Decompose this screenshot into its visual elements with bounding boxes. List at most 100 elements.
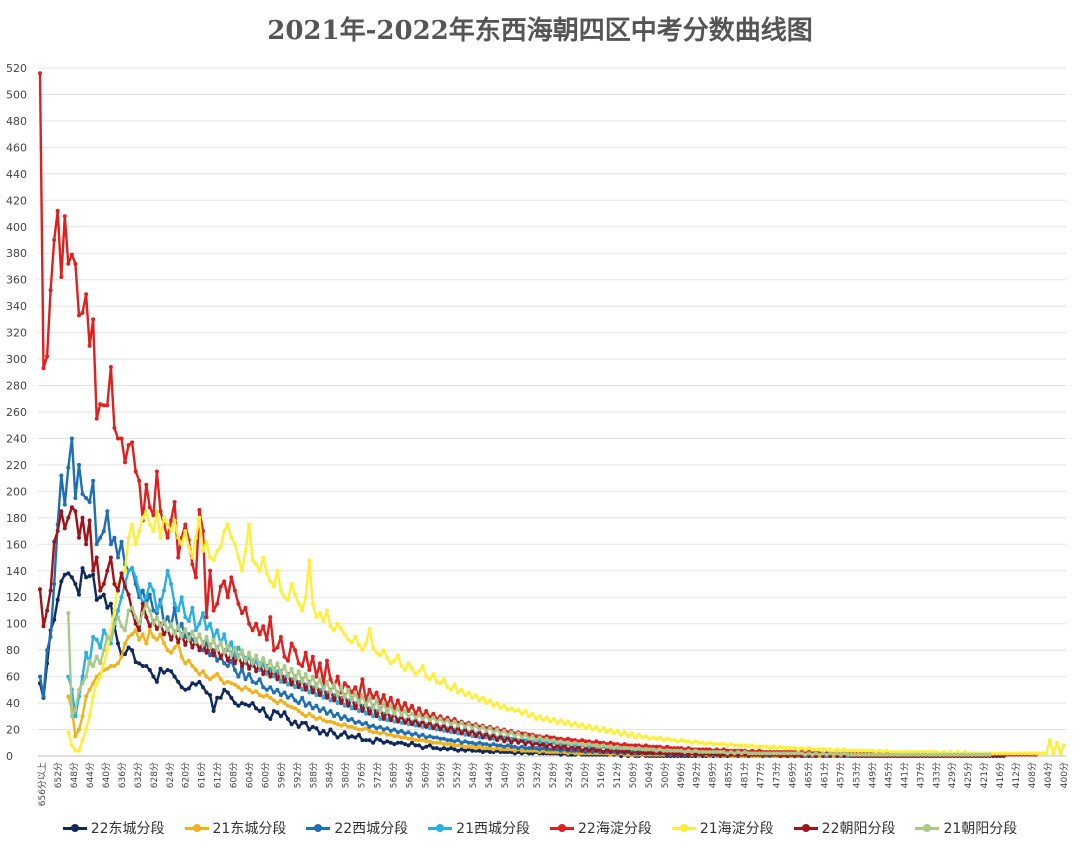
- legend-label: 21西城分段: [456, 821, 530, 837]
- legend-label: 21朝阳分段: [943, 821, 1018, 837]
- data-point: [484, 746, 489, 751]
- data-point: [569, 742, 574, 747]
- data-point: [877, 748, 882, 753]
- data-point: [321, 728, 326, 733]
- data-point: [420, 717, 425, 721]
- data-point: [342, 714, 347, 719]
- x-tick-label: 445分: [883, 762, 894, 788]
- data-point: [73, 496, 78, 500]
- legend-item: 22海淀分段: [550, 818, 652, 838]
- data-point: [193, 535, 198, 540]
- data-point: [392, 658, 397, 663]
- data-point: [80, 310, 85, 315]
- data-point: [293, 698, 298, 703]
- data-point: [594, 743, 599, 748]
- data-point: [130, 440, 135, 445]
- data-point: [399, 713, 404, 717]
- data-point: [353, 706, 358, 711]
- data-point: [374, 698, 379, 703]
- data-point: [381, 693, 386, 698]
- data-point: [186, 686, 191, 691]
- x-tick-label: 516分: [596, 762, 607, 788]
- data-point: [597, 744, 602, 749]
- data-point: [349, 706, 354, 711]
- data-point: [491, 742, 496, 747]
- data-point: [441, 728, 446, 733]
- data-point: [275, 568, 280, 573]
- data-point: [619, 732, 624, 737]
- data-point: [1026, 751, 1031, 756]
- legend-item: 21东城分段: [184, 818, 286, 838]
- data-point: [77, 748, 81, 753]
- data-point: [151, 674, 156, 679]
- x-tick-label: 612分: [213, 762, 224, 788]
- data-point: [410, 732, 414, 737]
- x-tick-label: 552分: [452, 762, 463, 788]
- data-point: [317, 693, 322, 698]
- y-tick-label: 360: [6, 274, 27, 287]
- data-point: [1015, 751, 1020, 756]
- data-point: [162, 619, 166, 623]
- data-point: [307, 558, 312, 563]
- x-tick-label: 528分: [548, 762, 559, 788]
- data-point: [116, 615, 120, 620]
- data-point: [268, 685, 273, 690]
- data-point: [158, 632, 163, 637]
- data-point: [126, 568, 131, 573]
- data-point: [1051, 751, 1056, 756]
- data-point: [403, 720, 407, 725]
- data-point: [179, 621, 184, 626]
- data-point: [424, 674, 429, 679]
- data-point: [94, 597, 99, 602]
- data-point: [98, 588, 103, 593]
- data-point: [544, 715, 549, 720]
- data-point: [250, 661, 255, 666]
- data-point: [328, 727, 333, 732]
- data-point: [303, 720, 308, 725]
- x-tick-label: 644分: [85, 762, 96, 788]
- data-point: [665, 736, 670, 741]
- data-point: [385, 739, 390, 744]
- legend-swatch: [62, 822, 87, 834]
- data-point: [314, 693, 319, 698]
- data-point: [760, 751, 765, 756]
- data-point: [374, 690, 379, 695]
- data-point: [413, 738, 418, 743]
- data-point: [105, 403, 110, 408]
- data-point: [325, 608, 329, 613]
- data-point: [240, 611, 244, 616]
- data-point: [750, 751, 755, 756]
- legend-item: 21海淀分段: [671, 818, 774, 838]
- data-point: [360, 648, 365, 653]
- data-point: [154, 608, 159, 613]
- x-tick-label: 508分: [628, 762, 639, 788]
- x-tick-label: 640分: [101, 762, 112, 788]
- data-point: [388, 728, 393, 733]
- data-point: [105, 666, 110, 671]
- data-point: [488, 698, 492, 703]
- y-tick-label: 280: [6, 380, 27, 393]
- data-point: [264, 637, 269, 642]
- data-point: [112, 582, 117, 586]
- data-point: [551, 746, 556, 751]
- data-point: [62, 502, 67, 507]
- data-point: [441, 677, 446, 682]
- data-point: [108, 365, 113, 369]
- data-point: [335, 722, 340, 727]
- data-point: [342, 730, 347, 735]
- data-point: [275, 669, 280, 674]
- x-tick-label: 628分: [149, 762, 160, 788]
- data-point: [101, 661, 106, 666]
- data-point: [69, 252, 74, 257]
- data-point: [335, 735, 340, 740]
- data-point: [537, 714, 542, 719]
- data-point: [431, 746, 436, 751]
- data-point: [307, 668, 312, 672]
- data-point: [381, 727, 386, 732]
- data-point: [672, 752, 677, 757]
- data-point: [704, 742, 709, 747]
- data-point: [87, 687, 92, 692]
- data-point: [289, 582, 294, 586]
- data-point: [325, 711, 329, 716]
- data-point: [509, 744, 514, 749]
